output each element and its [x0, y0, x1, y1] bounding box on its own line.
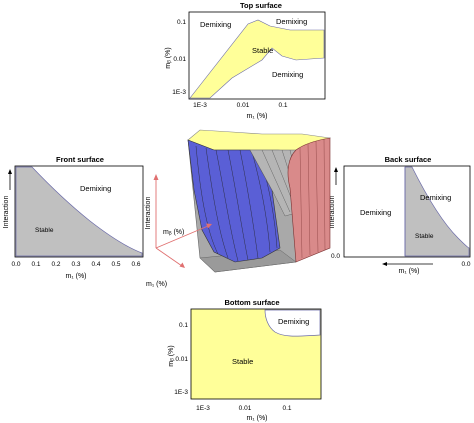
- front-xtick-1: 0.1: [31, 261, 40, 268]
- grid-line: [215, 149, 239, 262]
- bottom-ytick-1: 0.01: [175, 356, 188, 363]
- center-axis-arrows: [155, 178, 209, 267]
- front-panel-stable-label: Stable: [35, 227, 54, 234]
- back-panel-xlabel: m₁ (%): [398, 268, 419, 275]
- bottom-panel-yticks: 0.1 0.01 1E-3: [174, 322, 188, 396]
- front-xtick-3: 0.3: [71, 261, 80, 268]
- top-panel-ylabel: mᵦ (%): [165, 47, 172, 68]
- top-panel-xlabel: m₁ (%): [246, 113, 267, 120]
- top-panel-stable-label: Stable: [252, 46, 273, 55]
- front-panel-xticks: 0.0 0.1 0.2 0.3 0.4 0.5 0.6: [11, 261, 140, 268]
- back-panel-ylabel: Interaction: [329, 196, 336, 229]
- bottom-surface-panel: Bottom surface Demixing Stable 0.1 0.01 …: [168, 298, 322, 422]
- front-xtick-6: 0.6: [131, 261, 140, 268]
- front-xtick-2: 0.2: [51, 261, 60, 268]
- back-panel-demixing-right: Demixing: [420, 193, 451, 202]
- bottom-panel-demixing-region: [264, 309, 321, 337]
- bottom-panel-title: Bottom surface: [224, 298, 279, 307]
- front-panel-xlabel: m₁ (%): [65, 273, 86, 280]
- red-line: [299, 147, 303, 259]
- top-panel-xticks: 1E-3 0.01 0.1: [193, 102, 288, 109]
- front-xtick-0: 0.0: [11, 261, 20, 268]
- back-panel-title: Back surface: [385, 155, 432, 164]
- wall-line: [261, 149, 291, 213]
- bottom-panel-stable-label: Stable: [232, 357, 253, 366]
- mb-axis-arrow: [155, 225, 209, 249]
- bottom-xtick-0: 1E-3: [196, 405, 210, 412]
- front-panel-ylabel: Interaction: [3, 196, 10, 229]
- back-panel-ytick: 0.0: [331, 253, 340, 260]
- top-panel-stable-region: [189, 19, 325, 99]
- front-panel-demixing-label: Demixing: [80, 184, 111, 193]
- red-line: [323, 138, 326, 251]
- front-xtick-4: 0.4: [91, 261, 100, 268]
- top-panel-yticks: 0.1 0.01 1E-3: [172, 19, 186, 96]
- bottom-panel-xticks: 1E-3 0.01 0.1: [196, 405, 292, 412]
- red-surface-lines: [299, 138, 326, 259]
- front-panel-stable-region: [15, 166, 143, 257]
- top-panel-demixing-right-top: Demixing: [276, 17, 307, 26]
- top-panel-demixing-left: Demixing: [200, 20, 231, 29]
- top-xtick-2: 0.1: [278, 102, 287, 109]
- bottom-xtick-1: 0.01: [239, 405, 252, 412]
- front-surface-panel: Front surface Demixing Stable 0.0 0.1 0.…: [3, 155, 144, 280]
- center-ms-label: m₁ (%): [146, 281, 167, 288]
- bottom-panel-ylabel: mᵦ (%): [168, 345, 175, 366]
- top-ytick-2: 1E-3: [172, 89, 186, 96]
- back-panel-stable-region: [404, 166, 470, 257]
- ms-axis-arrow: [155, 247, 183, 267]
- grid-line: [195, 145, 219, 255]
- red-line: [307, 143, 311, 256]
- front-xtick-5: 0.5: [111, 261, 120, 268]
- top-panel-demixing-right-bottom: Demixing: [272, 70, 303, 79]
- front-panel-title: Front surface: [56, 155, 104, 164]
- back-xarrow-head-icon: [382, 262, 387, 266]
- bottom-panel-xlabel: m₁ (%): [246, 415, 267, 422]
- top-xtick-0: 1E-3: [193, 102, 207, 109]
- center-interaction-label: Interaction: [145, 197, 152, 230]
- mb-arrow-head-icon: [206, 223, 212, 229]
- top-ytick-1: 0.01: [173, 56, 186, 63]
- grid-line: [227, 149, 249, 261]
- bottom-panel-demixing-label: Demixing: [278, 317, 309, 326]
- top-panel-title: Top surface: [240, 1, 282, 10]
- red-line: [315, 140, 319, 253]
- grid-line: [239, 149, 259, 259]
- back-panel-xtick: 0.0: [461, 261, 470, 268]
- front-yarrow-head-icon: [8, 169, 12, 174]
- back-surface-panel: Back surface Demixing Demixing Stable 0.…: [329, 155, 471, 275]
- top-ytick-0: 0.1: [177, 19, 186, 26]
- center-3d-block: Interaction mᵦ (%) m₁ (%): [145, 129, 332, 288]
- grid-line: [205, 147, 229, 259]
- bottom-ytick-2: 1E-3: [174, 389, 188, 396]
- top-surface-panel: Top surface Demixing Demixing Stable Dem…: [165, 1, 326, 120]
- ms-arrow-head-icon: [179, 262, 185, 268]
- blue-surface-gridlines: [195, 145, 278, 262]
- top-xtick-1: 0.01: [237, 102, 250, 109]
- grid-line: [251, 151, 271, 253]
- back-yarrow-head-icon: [334, 167, 338, 172]
- interaction-arrow-head-icon: [153, 174, 159, 180]
- bottom-xtick-2: 0.1: [282, 405, 291, 412]
- bottom-ytick-0: 0.1: [179, 322, 188, 329]
- back-panel-demixing-left: Demixing: [360, 208, 391, 217]
- back-panel-stable-label: Stable: [415, 233, 434, 240]
- center-mb-label: mᵦ (%): [163, 229, 184, 236]
